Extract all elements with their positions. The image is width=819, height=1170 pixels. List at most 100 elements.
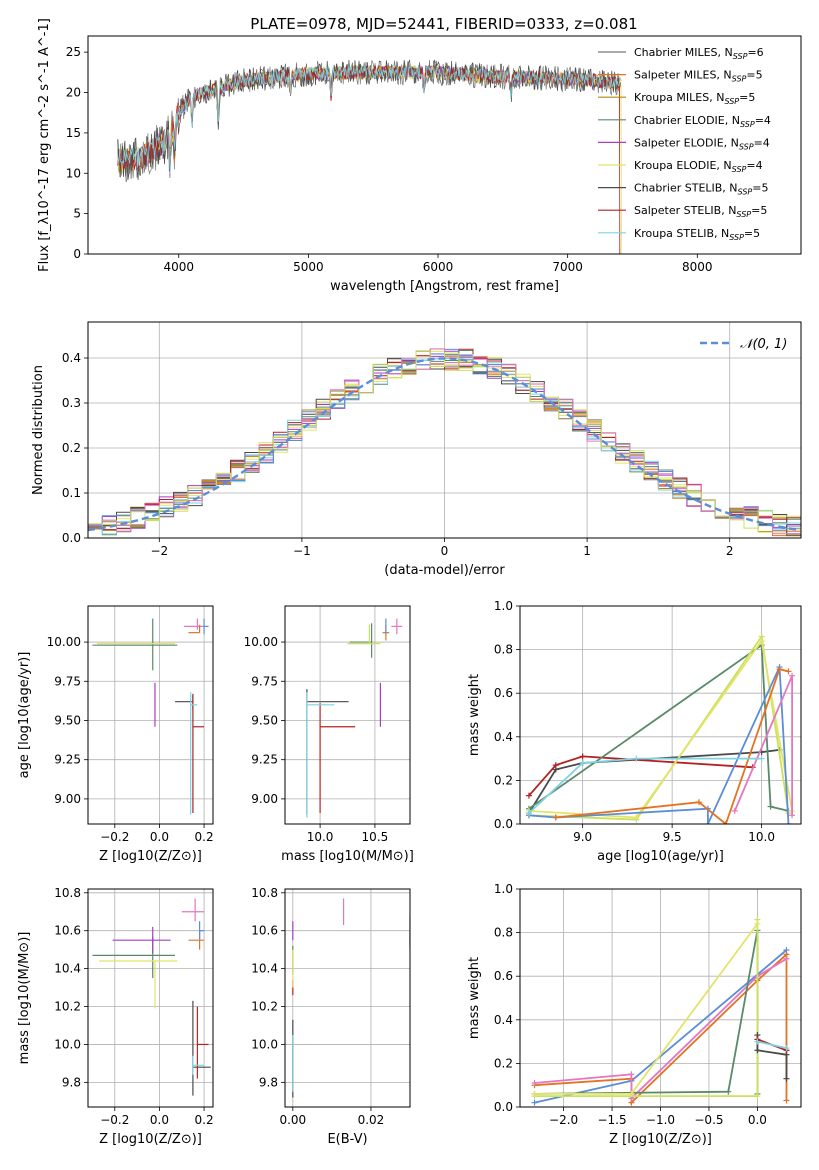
y-tick-label: 0.4 [494, 1013, 513, 1027]
axes-frame [87, 605, 214, 825]
y-tick-label: 10.4 [251, 962, 278, 976]
y-tick-label: 9.25 [54, 753, 81, 767]
x-tick-label: 0.0 [150, 1113, 169, 1127]
axes-frame [519, 605, 802, 825]
x-axis-label: mass [log10(M/M⊙)] [281, 849, 414, 864]
x-tick-label: 8000 [682, 260, 713, 274]
weight-series [531, 920, 761, 1097]
errorbar-point [192, 695, 205, 814]
y-axis-label: mass [log10(M/M⊙)] [17, 932, 32, 1065]
y-tick-label: 15 [66, 126, 81, 140]
weight-series [525, 664, 792, 824]
y-tick-label: 9.50 [251, 713, 278, 727]
axes-frame [519, 888, 802, 1108]
y-tick-label: 10.0 [251, 1037, 278, 1051]
x-tick-label: 0.2 [195, 1113, 214, 1127]
errorbar-point [203, 618, 209, 635]
errorbar-point [188, 930, 205, 950]
axes-frame [284, 605, 411, 825]
legend-entry: Salpeter STELIB, NSSP=5 [634, 204, 767, 219]
errorbar-point [92, 618, 178, 671]
y-tick-label: 0.6 [494, 686, 513, 700]
y-tick-label: 0.4 [62, 351, 81, 365]
x-tick-label: 2 [726, 544, 734, 558]
weight-series [525, 755, 765, 817]
y-tick-label: 9.75 [251, 674, 278, 688]
y-tick-label: 9.8 [259, 1075, 278, 1089]
y-tick-label: 1.0 [494, 599, 513, 613]
x-tick-label: 9.0 [573, 830, 592, 844]
y-tick-label: 0.6 [494, 969, 513, 983]
chart-weight-vs-Z: −2.0 −1.5 −1.0 −0.5 0.0 0.0 0.2 0.4 0.6 0.8 1.0 Z [… [467, 882, 802, 1147]
x-axis-label: Z [log10(Z/Z⊙)] [99, 1132, 202, 1147]
y-tick-label: 10.4 [54, 962, 81, 976]
errorbar-point [188, 624, 201, 634]
x-axis-label: Z [log10(Z/Z⊙)] [99, 849, 202, 864]
legend-entry: Salpeter ELODIE, NSSP=4 [634, 136, 770, 151]
y-tick-label: 10.0 [54, 1037, 81, 1051]
chart-weight-vs-age: 9.0 9.5 10.0 0.0 0.2 0.4 0.6 0.8 1.0 age [log10(a… [467, 599, 802, 864]
x-tick-label: 6000 [423, 260, 454, 274]
y-tick-label: 10.6 [54, 924, 81, 938]
x-tick-label: −1 [293, 544, 311, 558]
y-tick-label: 25 [66, 45, 81, 59]
y-tick-label: 0.8 [494, 926, 513, 940]
y-axis-label: mass weight [467, 674, 482, 756]
plot-area-mass-vs-ebv [292, 898, 410, 1098]
x-tick-label: 4000 [163, 260, 194, 274]
axes-frame [87, 888, 214, 1108]
x-tick-label: −1.5 [597, 1113, 626, 1127]
legend-entry: Salpeter MILES, NSSP=5 [634, 69, 763, 84]
errorbar-point [306, 689, 349, 815]
x-tick-label: 0 [441, 544, 449, 558]
weight-series [754, 1038, 790, 1052]
y-tick-label: 9.25 [251, 753, 278, 767]
plot-area-age-vs-Z [92, 618, 209, 815]
x-tick-label: 10.0 [748, 830, 775, 844]
x-tick-label: 1 [583, 544, 591, 558]
y-tick-label: 10.2 [251, 1000, 278, 1014]
x-tick-label: −0.2 [100, 1113, 129, 1127]
y-tick-label: 20 [66, 86, 81, 100]
x-tick-label: −0.5 [694, 1113, 723, 1127]
y-tick-label: 10.8 [251, 886, 278, 900]
legend-entry: Kroupa MILES, NSSP=5 [634, 91, 755, 106]
y-axis-label: age [log10(age/yr)] [17, 652, 32, 779]
errorbar-point [99, 960, 178, 1009]
axes-frame [284, 888, 411, 1108]
spectrum-legend: Chabrier MILES, NSSP=6 Salpeter MILES, NS… [598, 46, 771, 242]
chart-age-vs-mass: 10.0 10.5 9.00 9.25 9.50 9.75 10.00 mass [log10… [244, 605, 414, 864]
axes-frame [87, 321, 802, 539]
errorbar-point [112, 926, 171, 954]
errorbar-point [391, 618, 403, 635]
spectrum-line [117, 65, 621, 254]
chart-mass-vs-ebv: 0.00 0.02 9.8 10.0 10.2 10.4 10.6 10.8 E(B-V) [251, 886, 411, 1147]
x-tick-label: 0.02 [358, 1113, 385, 1127]
errorbar-point [349, 623, 373, 658]
errorbar-point [192, 1055, 205, 1075]
y-tick-label: 9.8 [62, 1075, 81, 1089]
chart-residuals: −2 −1 0 1 2 0.0 0.1 0.2 0.3 0.4 𝒩(0, 1) (data-model… [31, 321, 802, 578]
plot-area-mass-vs-Z [92, 898, 211, 1096]
errorbar-point [306, 692, 335, 818]
x-tick-label: 0.00 [279, 1113, 306, 1127]
x-tick-label: 5000 [293, 260, 324, 274]
y-tick-label: 0.2 [494, 773, 513, 787]
y-tick-label: 0.8 [494, 643, 513, 657]
plot-area-age-vs-mass [306, 618, 403, 818]
errorbar-point [192, 1000, 211, 1096]
chart-spectrum: 4000 5000 6000 7000 8000 0 5 10 15 20 25 Chabrier M… [37, 18, 802, 294]
y-tick-label: 0.3 [62, 396, 81, 410]
spectrum-line [117, 65, 622, 174]
chart-age-vs-Z: −0.2 0.0 0.2 9.00 9.25 9.50 9.75 10.00 Z [log10(… [17, 605, 214, 864]
histogram-series [88, 350, 801, 529]
y-axis-label: Normed distribution [31, 365, 46, 495]
y-tick-label: 10.6 [251, 924, 278, 938]
plot-area-weight-vs-age [525, 633, 796, 824]
plot-area-weight-vs-Z [531, 916, 790, 1106]
weight-series [552, 666, 792, 824]
spectrum-line [117, 58, 621, 181]
y-tick-label: 5 [73, 207, 81, 221]
y-tick-label: 1.0 [494, 882, 513, 896]
